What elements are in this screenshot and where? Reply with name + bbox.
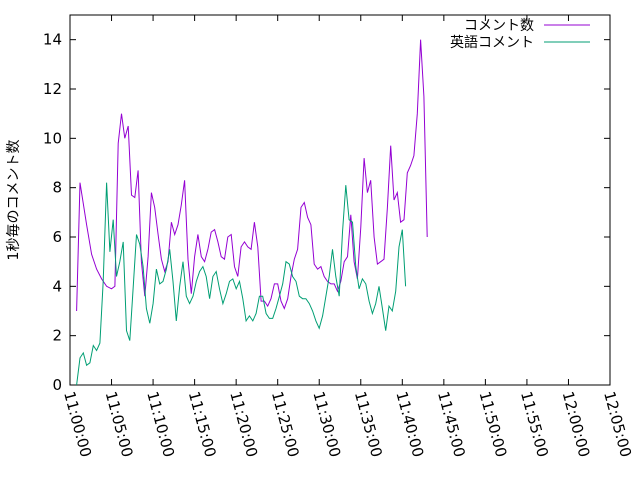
x-tick-label: 11:00:00: [60, 389, 95, 459]
series-line-0: [76, 39, 428, 312]
x-tick-label: 11:45:00: [434, 389, 469, 459]
x-tick-label: 12:05:00: [600, 389, 635, 459]
legend-label-1: 英語コメント: [450, 34, 534, 51]
series-layer: [76, 39, 428, 386]
x-tick-label: 11:30:00: [309, 389, 344, 459]
y-tick-label: 0: [52, 376, 62, 394]
y-tick-label: 4: [52, 277, 62, 295]
y-tick-label: 2: [52, 327, 62, 345]
x-tick-label: 11:40:00: [392, 389, 427, 459]
x-axis: 11:00:00 11:05:00 11:10:00 11:15:00 11:20:00…: [60, 15, 635, 459]
x-tick-label: 11:05:00: [102, 389, 137, 459]
x-tick-label: 11:35:00: [351, 389, 386, 459]
x-tick-label: 11:25:00: [268, 389, 303, 459]
y-tick-label: 6: [52, 228, 62, 246]
x-tick-label: 11:20:00: [226, 389, 261, 459]
y-tick-label: 10: [43, 129, 62, 147]
y-tick-label: 14: [43, 31, 62, 49]
x-tick-label: 11:15:00: [185, 389, 220, 459]
x-tick-label: 12:00:00: [559, 389, 594, 459]
plot-frame: [69, 14, 611, 386]
y-tick-label: 8: [52, 179, 62, 197]
legend-label-0: コメント数: [464, 18, 534, 34]
x-tick-label: 11:50:00: [476, 389, 511, 459]
y-tick-label: 12: [43, 80, 62, 98]
y-axis: 0 2 4 6 8 10 12 14: [43, 31, 610, 394]
x-tick-label: 11:55:00: [517, 389, 552, 459]
y-axis-label: 1秒毎のコメント数: [6, 140, 22, 261]
series-line-1: [76, 182, 407, 386]
x-tick-label: 11:10:00: [143, 389, 178, 459]
